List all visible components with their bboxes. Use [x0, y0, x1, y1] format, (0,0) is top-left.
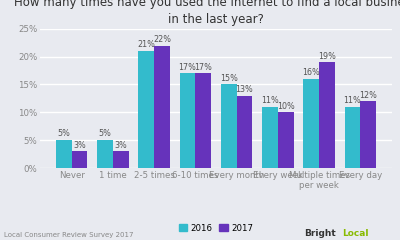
Bar: [237, 96, 252, 168]
Text: 3%: 3%: [114, 141, 127, 150]
Text: Bright: Bright: [304, 228, 336, 238]
Text: 10%: 10%: [277, 102, 294, 111]
Bar: [304, 79, 319, 168]
Bar: [345, 107, 360, 168]
Text: 17%: 17%: [179, 63, 196, 72]
Bar: [319, 62, 335, 168]
Text: 3%: 3%: [73, 141, 86, 150]
Bar: [56, 140, 72, 168]
Text: 15%: 15%: [220, 74, 238, 83]
Bar: [360, 101, 376, 168]
Bar: [221, 84, 237, 168]
Text: Local: Local: [342, 228, 368, 238]
Bar: [262, 107, 278, 168]
Text: 13%: 13%: [236, 85, 253, 94]
Text: 22%: 22%: [153, 35, 171, 44]
Text: 12%: 12%: [359, 90, 377, 100]
Bar: [195, 73, 211, 168]
Bar: [180, 73, 195, 168]
Text: 5%: 5%: [57, 130, 70, 138]
Bar: [278, 112, 294, 168]
Text: 17%: 17%: [194, 63, 212, 72]
Text: 11%: 11%: [261, 96, 279, 105]
Text: 21%: 21%: [137, 40, 155, 49]
Legend: 2016, 2017: 2016, 2017: [175, 220, 257, 236]
Text: Local Consumer Review Survey 2017: Local Consumer Review Survey 2017: [4, 232, 134, 238]
Text: 19%: 19%: [318, 52, 336, 60]
Text: 5%: 5%: [99, 130, 112, 138]
Bar: [97, 140, 113, 168]
Text: 11%: 11%: [344, 96, 361, 105]
Bar: [138, 51, 154, 168]
Text: 16%: 16%: [302, 68, 320, 77]
Title: How many times have you used the internet to find a local business
in the last y: How many times have you used the interne…: [14, 0, 400, 26]
Bar: [72, 151, 87, 168]
Bar: [113, 151, 128, 168]
Bar: [154, 46, 170, 168]
